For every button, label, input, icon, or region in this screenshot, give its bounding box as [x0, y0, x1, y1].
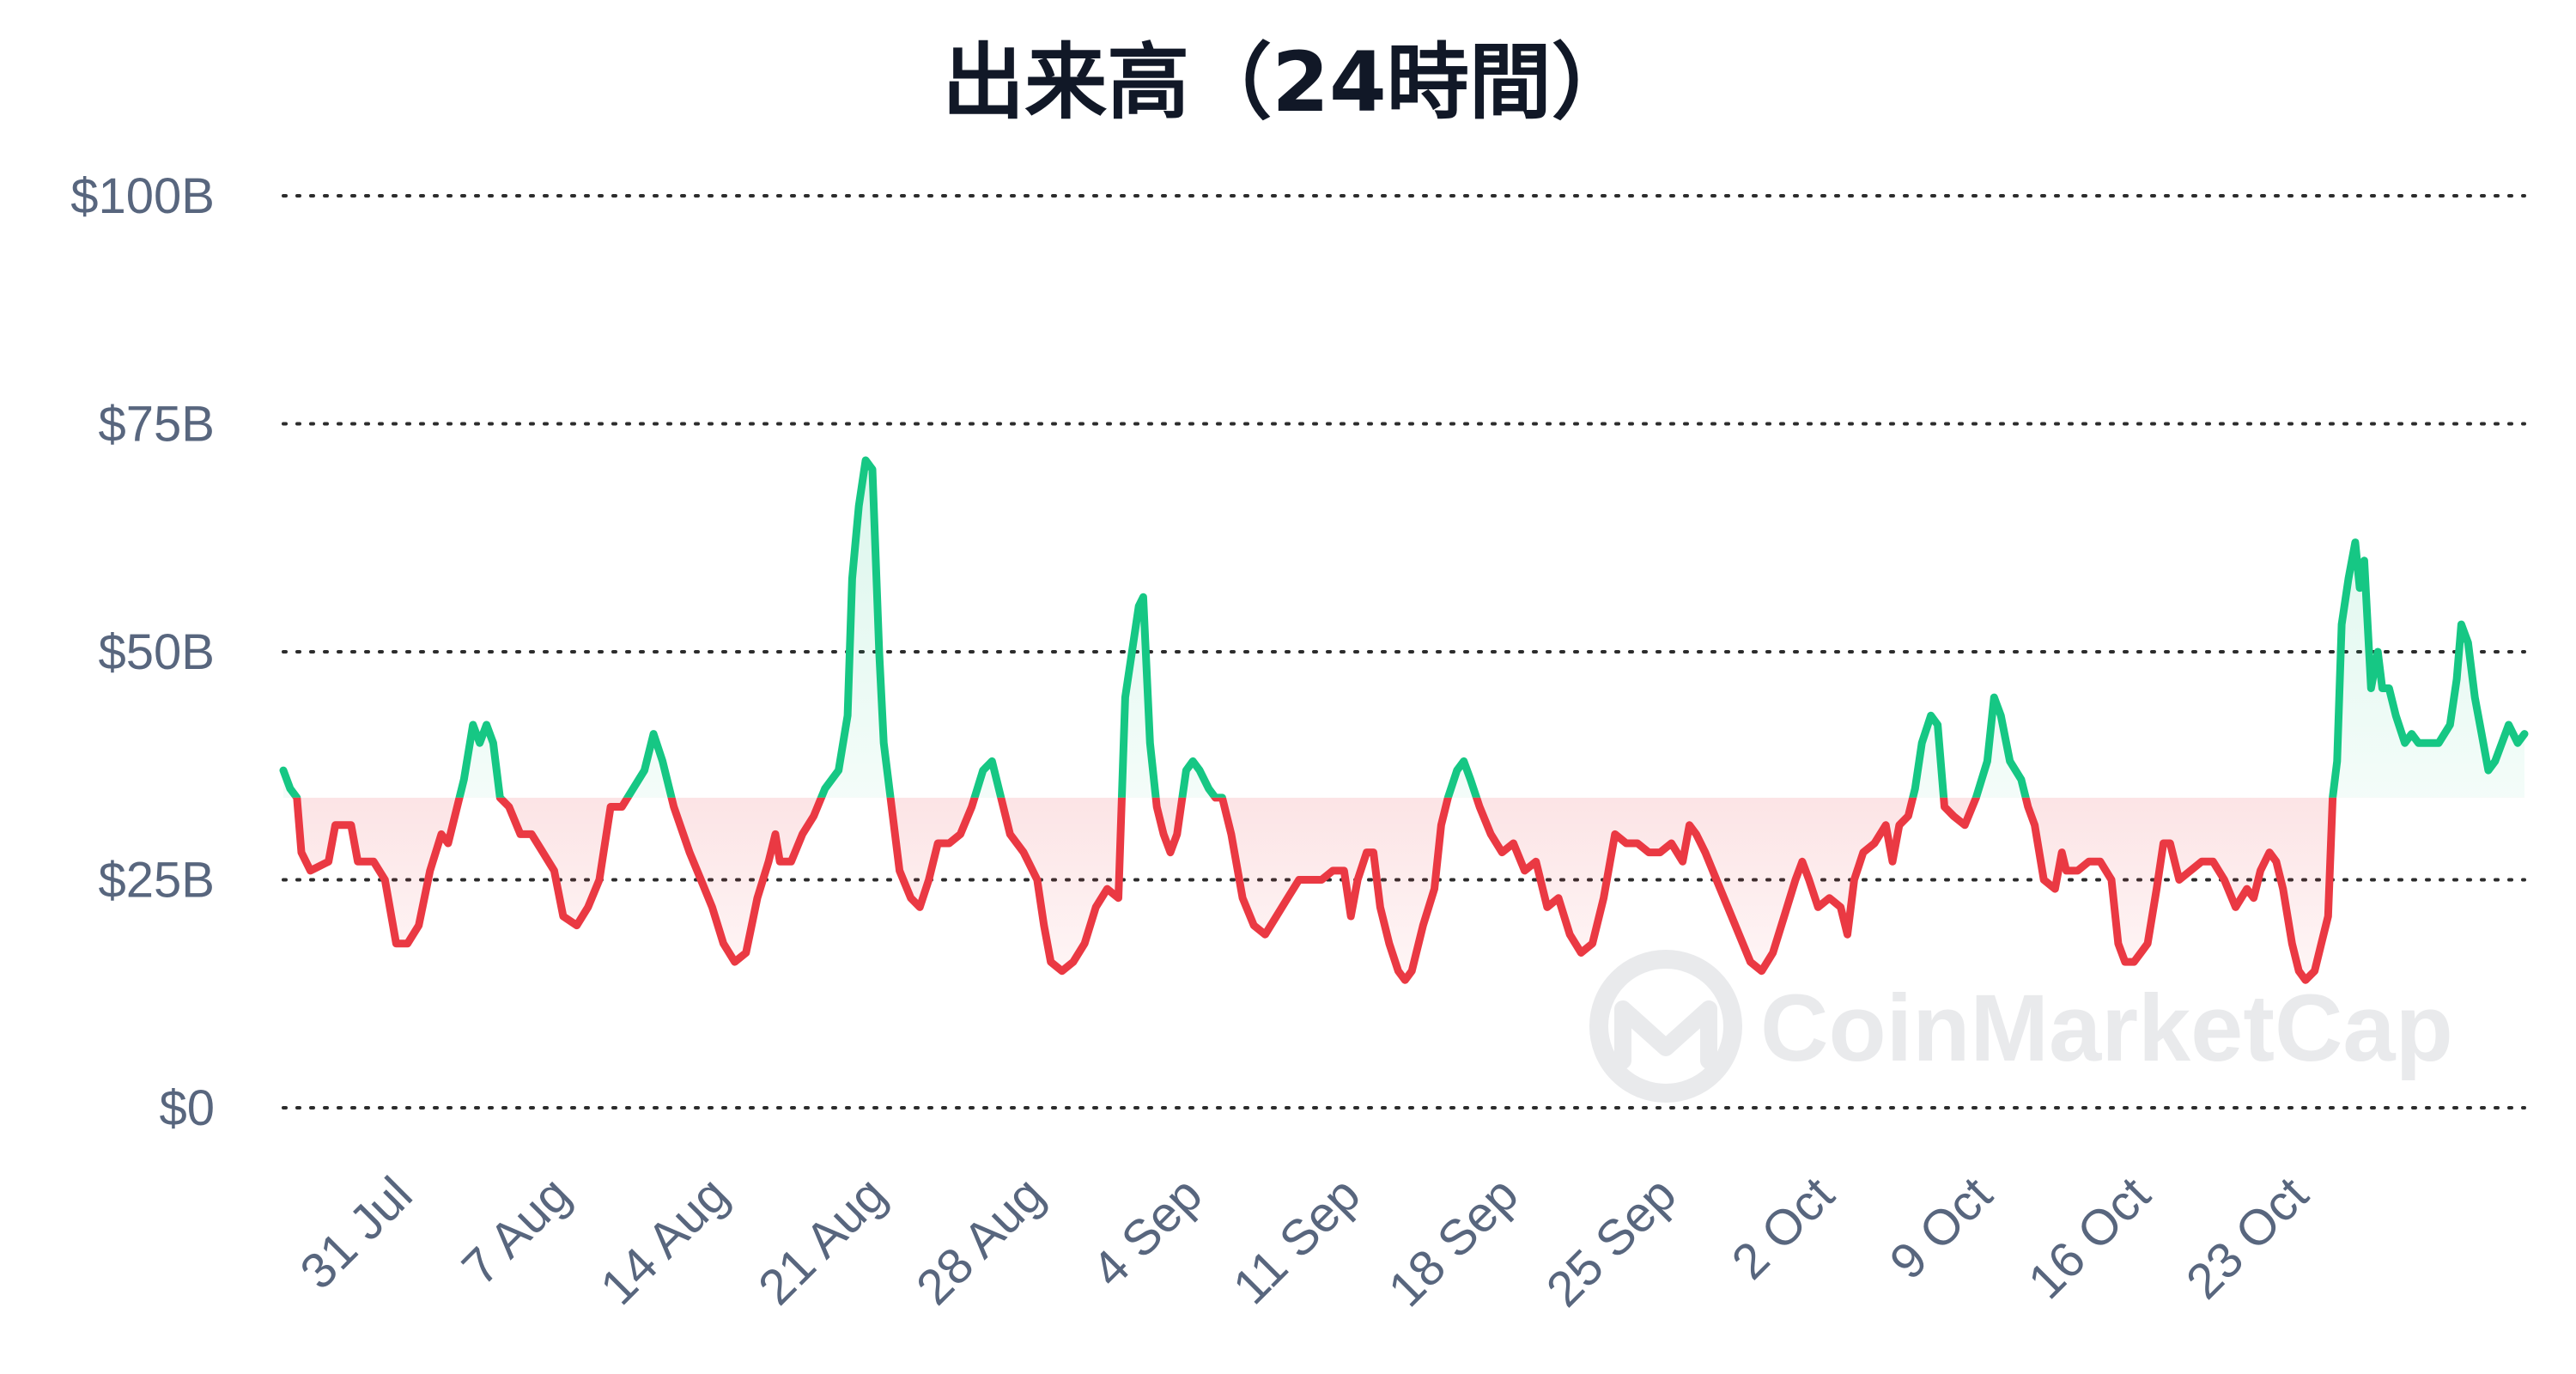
- x-tick-label: 14 Aug: [590, 1166, 739, 1316]
- x-tick-label: 25 Sep: [1536, 1166, 1687, 1317]
- volume-line-below: [292, 797, 2337, 984]
- x-tick-label: 23 Oct: [2176, 1166, 2319, 1310]
- svg-text:CoinMarketCap: CoinMarketCap: [1760, 976, 2453, 1081]
- y-tick-label: $25B: [99, 853, 215, 909]
- x-tick-label: 28 Aug: [906, 1166, 1055, 1316]
- y-tick-label: $0: [159, 1080, 215, 1136]
- x-tick-label: 2 Oct: [1722, 1166, 1845, 1290]
- y-tick-label: $50B: [99, 624, 215, 680]
- coinmarketcap-watermark: CoinMarketCap: [1589, 950, 2453, 1103]
- x-tick-label: 9 Oct: [1880, 1166, 2003, 1290]
- x-tick-label: 7 Aug: [452, 1166, 581, 1296]
- x-tick-label: 4 Sep: [1081, 1166, 1212, 1298]
- volume-line-above: [279, 456, 2529, 798]
- y-tick-label: $75B: [99, 397, 215, 453]
- y-tick-label: $100B: [70, 168, 215, 224]
- area-below-baseline: [296, 797, 2333, 981]
- x-tick-label: 16 Oct: [2018, 1166, 2161, 1310]
- x-tick-label: 31 Jul: [289, 1166, 422, 1299]
- x-tick-label: 11 Sep: [1223, 1166, 1371, 1315]
- chart-title: 出来高（24時間）: [942, 34, 1634, 131]
- x-tick-label: 18 Sep: [1378, 1166, 1529, 1317]
- x-tick-label: 21 Aug: [748, 1166, 897, 1316]
